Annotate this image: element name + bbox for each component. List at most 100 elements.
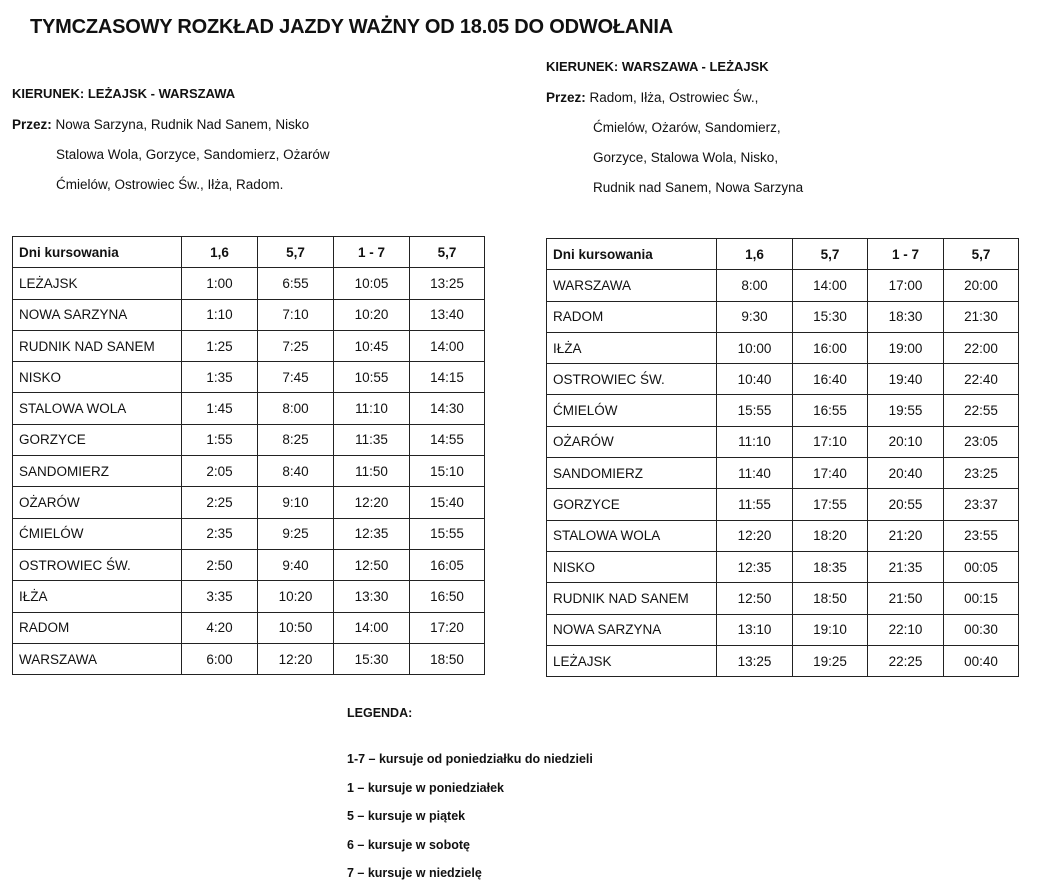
departure-time: 13:30 xyxy=(333,580,410,613)
stop-name: NISKO xyxy=(546,550,717,584)
left-via-line: Przez: Nowa Sarzyna, Rudnik Nad Sanem, N… xyxy=(12,117,309,132)
table-row: STALOWA WOLA 1:45 8:00 11:10 14:30 xyxy=(12,392,485,425)
departure-time: 16:05 xyxy=(409,548,485,582)
table-row: IŁŻA 10:00 16:00 19:00 22:00 xyxy=(546,331,1019,365)
departure-time: 8:25 xyxy=(257,423,334,457)
departure-time: 20:00 xyxy=(943,269,1019,302)
stop-name: LEŻAJSK xyxy=(546,644,717,678)
right-direction: KIERUNEK: WARSZAWA - LEŻAJSK xyxy=(546,59,769,74)
departure-time: 11:10 xyxy=(716,425,793,459)
departure-time: 9:30 xyxy=(716,300,793,333)
departure-time: 22:55 xyxy=(943,394,1019,427)
column-header: 1 - 7 xyxy=(867,237,944,271)
departure-time: 1:55 xyxy=(181,423,258,457)
via-text: Nowa Sarzyna, Rudnik Nad Sanem, Nisko xyxy=(55,117,310,132)
stop-name: SANDOMIERZ xyxy=(546,457,717,490)
departure-time: 14:55 xyxy=(409,423,485,457)
table-row: RADOM 4:20 10:50 14:00 17:20 xyxy=(12,611,485,644)
right-via-line: Ćmielów, Ożarów, Sandomierz, xyxy=(593,120,781,135)
departure-time: 00:05 xyxy=(943,550,1019,584)
departure-time: 1:45 xyxy=(181,392,258,425)
stop-name: OSTROWIEC ŚW. xyxy=(12,548,182,582)
legend-item: 6 – kursuje w sobotę xyxy=(347,838,470,852)
departure-time: 2:25 xyxy=(181,486,258,519)
stop-name: ĆMIELÓW xyxy=(12,517,182,550)
column-header: 5,7 xyxy=(792,237,868,271)
departure-time: 1:35 xyxy=(181,361,258,394)
column-header: Dni kursowania xyxy=(546,237,717,271)
table-row: OŻARÓW 2:25 9:10 12:20 15:40 xyxy=(12,486,485,519)
departure-time: 17:40 xyxy=(792,457,868,490)
departure-time: 14:00 xyxy=(333,611,410,644)
left-via-line: Ćmielów, Ostrowiec Św., Iłża, Radom. xyxy=(56,177,284,192)
departure-time: 21:35 xyxy=(867,550,944,584)
departure-time: 9:10 xyxy=(257,486,334,519)
table-row: GORZYCE 11:55 17:55 20:55 23:37 xyxy=(546,488,1019,521)
departure-time: 20:10 xyxy=(867,425,944,459)
departure-time: 21:20 xyxy=(867,519,944,552)
departure-time: 22:10 xyxy=(867,613,944,646)
departure-time: 6:00 xyxy=(181,642,258,676)
departure-time: 13:25 xyxy=(409,267,485,300)
right-via-line: Przez: Radom, Iłża, Ostrowiec Św., xyxy=(546,90,758,105)
departure-time: 22:25 xyxy=(867,644,944,678)
column-header: 5,7 xyxy=(409,235,485,269)
departure-time: 19:55 xyxy=(867,394,944,427)
stop-name: STALOWA WOLA xyxy=(546,519,717,552)
stop-name: SANDOMIERZ xyxy=(12,455,182,488)
departure-time: 20:40 xyxy=(867,457,944,490)
table-row: NISKO 1:35 7:45 10:55 14:15 xyxy=(12,361,485,394)
table-row: IŁŻA 3:35 10:20 13:30 16:50 xyxy=(12,580,485,613)
stop-name: RUDNIK NAD SANEM xyxy=(546,582,717,615)
departure-time: 16:50 xyxy=(409,580,485,613)
departure-time: 15:55 xyxy=(716,394,793,427)
page-title: TYMCZASOWY ROZKŁAD JAZDY WAŻNY OD 18.05 … xyxy=(30,16,673,38)
departure-time: 8:00 xyxy=(257,392,334,425)
departure-time: 22:40 xyxy=(943,363,1019,396)
departure-time: 10:40 xyxy=(716,363,793,396)
timetable-leszajsk-warszawa: Dni kursowania 1,6 5,7 1 - 7 5,7 LEŻAJSK 1:00 6… xyxy=(12,235,485,676)
departure-time: 9:40 xyxy=(257,548,334,582)
table-row: LEŻAJSK 13:25 19:25 22:25 00:40 xyxy=(546,644,1019,678)
departure-time: 7:25 xyxy=(257,329,334,363)
departure-time: 10:45 xyxy=(333,329,410,363)
departure-time: 17:55 xyxy=(792,488,868,521)
departure-time: 18:30 xyxy=(867,300,944,333)
departure-time: 1:00 xyxy=(181,267,258,300)
departure-time: 15:30 xyxy=(792,300,868,333)
departure-time: 2:35 xyxy=(181,517,258,550)
departure-time: 15:10 xyxy=(409,455,485,488)
table-row: OSTROWIEC ŚW. 10:40 16:40 19:40 22:40 xyxy=(546,363,1019,396)
stop-name: GORZYCE xyxy=(12,423,182,457)
departure-time: 16:55 xyxy=(792,394,868,427)
table-row: NOWA SARZYNA 1:10 7:10 10:20 13:40 xyxy=(12,298,485,331)
table-row: NOWA SARZYNA 13:10 19:10 22:10 00:30 xyxy=(546,613,1019,646)
table-row: STALOWA WOLA 12:20 18:20 21:20 23:55 xyxy=(546,519,1019,552)
departure-time: 18:35 xyxy=(792,550,868,584)
departure-time: 10:05 xyxy=(333,267,410,300)
departure-time: 10:55 xyxy=(333,361,410,394)
departure-time: 1:25 xyxy=(181,329,258,363)
stop-name: WARSZAWA xyxy=(546,269,717,302)
column-header: 5,7 xyxy=(257,235,334,269)
column-header: 5,7 xyxy=(943,237,1019,271)
departure-time: 19:00 xyxy=(867,331,944,365)
right-via-line: Gorzyce, Stalowa Wola, Nisko, xyxy=(593,150,779,165)
table-row: RADOM 9:30 15:30 18:30 21:30 xyxy=(546,300,1019,333)
departure-time: 11:55 xyxy=(716,488,793,521)
departure-time: 19:10 xyxy=(792,613,868,646)
departure-time: 10:20 xyxy=(257,580,334,613)
departure-time: 18:50 xyxy=(409,642,485,676)
departure-time: 17:20 xyxy=(409,611,485,644)
departure-time: 17:00 xyxy=(867,269,944,302)
stop-name: NISKO xyxy=(12,361,182,394)
column-header: Dni kursowania xyxy=(12,235,182,269)
stop-name: RADOM xyxy=(12,611,182,644)
table-row: ĆMIELÓW 15:55 16:55 19:55 22:55 xyxy=(546,394,1019,427)
stop-name: LEŻAJSK xyxy=(12,267,182,300)
column-header: 1,6 xyxy=(181,235,258,269)
table-row: OŻARÓW 11:10 17:10 20:10 23:05 xyxy=(546,425,1019,459)
table-row: RUDNIK NAD SANEM 1:25 7:25 10:45 14:00 xyxy=(12,329,485,363)
via-label: Przez: xyxy=(546,90,586,105)
departure-time: 8:00 xyxy=(716,269,793,302)
